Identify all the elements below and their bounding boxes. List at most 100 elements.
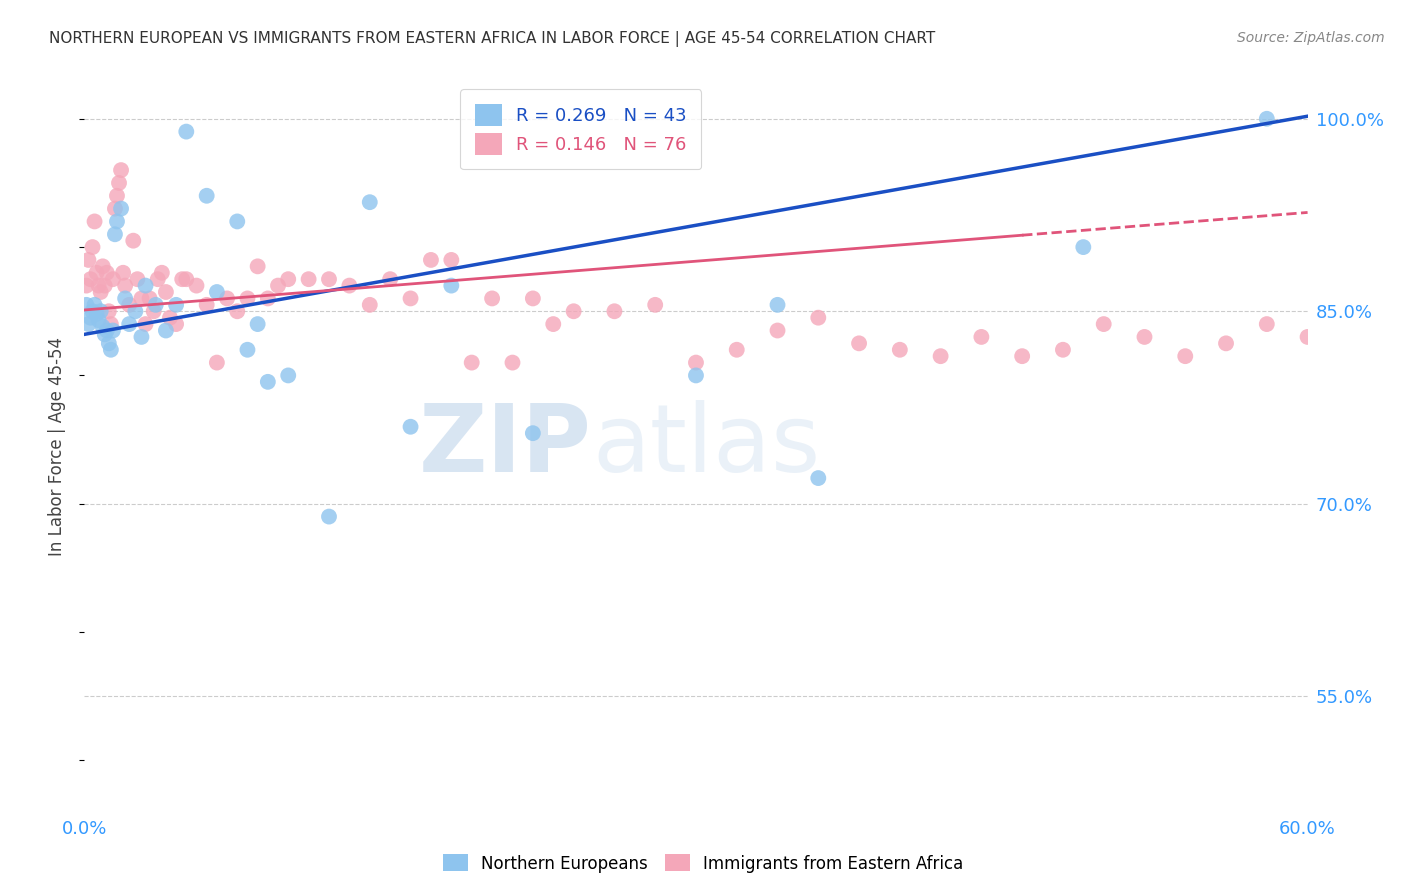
Point xyxy=(91,319,114,334)
Point xyxy=(150,266,173,280)
Point xyxy=(205,355,228,369)
Point xyxy=(603,304,626,318)
Text: atlas: atlas xyxy=(592,400,820,492)
Point xyxy=(159,310,181,325)
Point xyxy=(267,278,290,293)
Point xyxy=(318,509,340,524)
Point xyxy=(112,266,135,280)
Point xyxy=(807,310,830,325)
Point xyxy=(91,260,114,274)
Point xyxy=(195,188,218,202)
Point xyxy=(1073,240,1095,254)
Point xyxy=(82,304,104,318)
Point xyxy=(766,298,789,312)
Point xyxy=(1256,317,1278,331)
Point xyxy=(1256,112,1278,126)
Point xyxy=(97,304,120,318)
Point xyxy=(685,355,707,369)
Point xyxy=(174,272,197,286)
Point xyxy=(86,266,108,280)
Point xyxy=(236,343,259,357)
Text: ZIP: ZIP xyxy=(419,400,592,492)
Point xyxy=(217,292,239,306)
Point xyxy=(101,272,124,286)
Point xyxy=(522,292,544,306)
Point xyxy=(766,324,789,338)
Point xyxy=(96,266,118,280)
Point xyxy=(83,214,105,228)
Point xyxy=(87,313,110,327)
Point xyxy=(1092,317,1115,331)
Point xyxy=(86,307,108,321)
Point xyxy=(77,317,100,331)
Point xyxy=(359,298,381,312)
Point xyxy=(155,324,177,338)
Point xyxy=(135,317,157,331)
Point xyxy=(257,292,280,306)
Point xyxy=(83,298,105,312)
Legend: Northern Europeans, Immigrants from Eastern Africa: Northern Europeans, Immigrants from East… xyxy=(436,847,970,880)
Point xyxy=(93,278,115,293)
Point xyxy=(380,272,402,286)
Point xyxy=(104,227,127,242)
Point xyxy=(543,317,565,331)
Point xyxy=(502,355,524,369)
Point xyxy=(90,285,112,299)
Point xyxy=(172,272,194,286)
Point xyxy=(118,298,141,312)
Point xyxy=(101,324,124,338)
Point xyxy=(644,298,666,312)
Point xyxy=(93,327,115,342)
Point xyxy=(145,298,167,312)
Point xyxy=(725,343,748,357)
Point xyxy=(440,278,463,293)
Point xyxy=(110,202,132,216)
Point xyxy=(90,304,112,318)
Point xyxy=(848,336,870,351)
Point xyxy=(277,272,299,286)
Point xyxy=(399,419,422,434)
Point xyxy=(236,292,259,306)
Point xyxy=(246,317,269,331)
Point xyxy=(82,240,104,254)
Point xyxy=(87,278,110,293)
Point xyxy=(399,292,422,306)
Point xyxy=(105,214,128,228)
Point xyxy=(146,272,169,286)
Point xyxy=(131,330,153,344)
Point xyxy=(114,292,136,306)
Point xyxy=(75,298,97,312)
Point xyxy=(127,272,149,286)
Point xyxy=(1052,343,1074,357)
Point xyxy=(807,471,830,485)
Point xyxy=(1133,330,1156,344)
Point xyxy=(79,310,101,325)
Point xyxy=(970,330,993,344)
Point xyxy=(114,278,136,293)
Point xyxy=(110,163,132,178)
Point xyxy=(461,355,484,369)
Point xyxy=(929,349,952,363)
Point xyxy=(100,343,122,357)
Point xyxy=(122,234,145,248)
Point xyxy=(359,195,381,210)
Point xyxy=(79,272,101,286)
Point xyxy=(246,260,269,274)
Y-axis label: In Labor Force | Age 45-54: In Labor Force | Age 45-54 xyxy=(48,336,66,556)
Point xyxy=(1296,330,1319,344)
Point xyxy=(257,375,280,389)
Point xyxy=(165,298,187,312)
Point xyxy=(889,343,911,357)
Point xyxy=(186,278,208,293)
Point xyxy=(124,304,146,318)
Point xyxy=(131,292,153,306)
Point xyxy=(104,202,127,216)
Point xyxy=(226,214,249,228)
Point xyxy=(118,317,141,331)
Point xyxy=(165,317,187,331)
Point xyxy=(174,125,197,139)
Point xyxy=(440,252,463,267)
Point xyxy=(298,272,321,286)
Point xyxy=(562,304,585,318)
Point xyxy=(155,285,177,299)
